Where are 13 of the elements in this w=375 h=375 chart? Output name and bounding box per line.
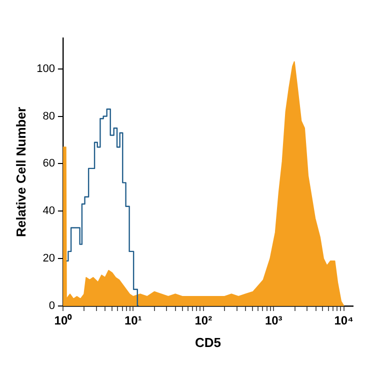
x-tick-label: 10⁰ <box>54 314 73 328</box>
y-tick-label: 100 <box>36 62 55 75</box>
x-axis-title: CD5 <box>194 334 221 350</box>
y-tick-label: 20 <box>42 252 55 265</box>
x-tick-label: 10² <box>194 314 212 328</box>
y-tick-label: 0 <box>48 300 55 312</box>
y-tick-label: 60 <box>42 158 55 170</box>
y-axis-title: Relative Cell Number <box>13 106 28 238</box>
y-tick-label: 80 <box>42 110 55 122</box>
x-tick-label: 10³ <box>264 314 282 328</box>
x-tick-label: 10¹ <box>124 314 142 328</box>
x-tick-label: 10⁴ <box>334 314 354 328</box>
y-tick-label: 40 <box>42 205 55 218</box>
